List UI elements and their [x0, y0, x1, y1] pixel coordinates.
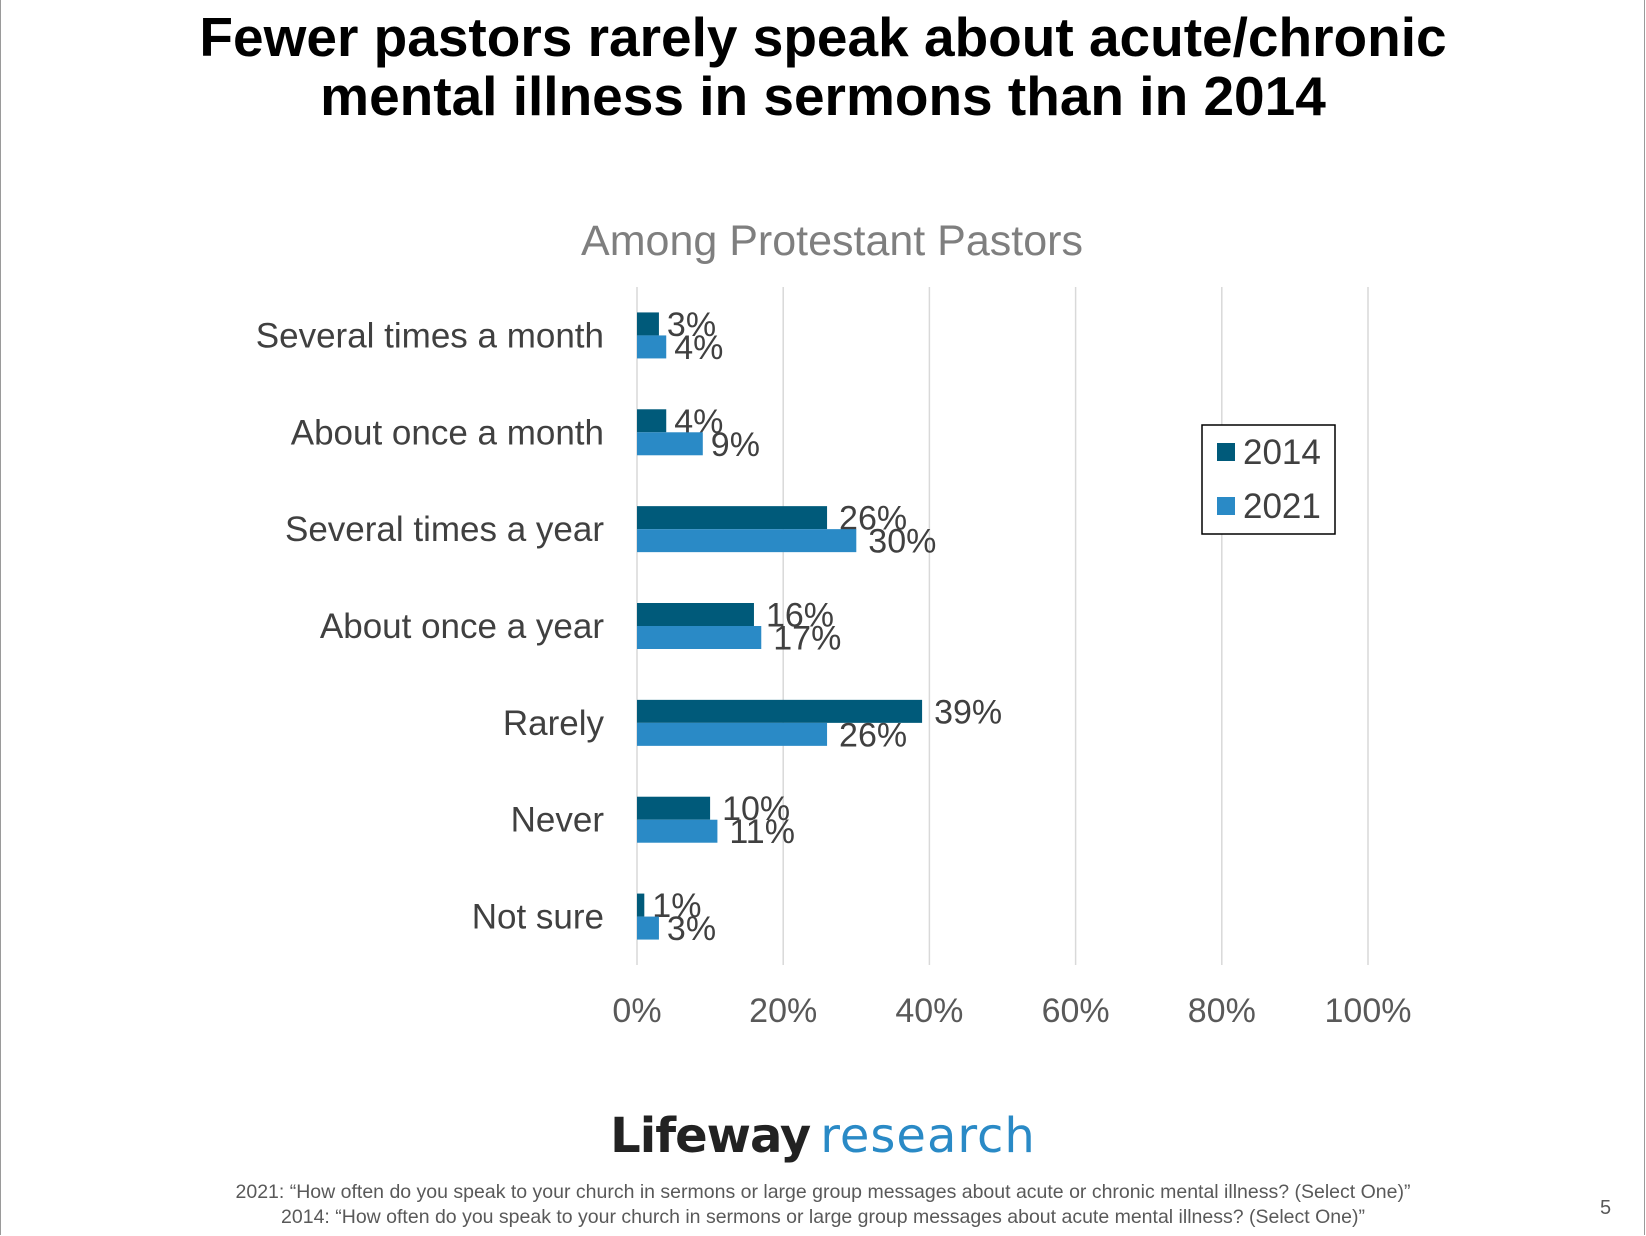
bar-chart: Among Protestant Pastors 0% 20% 40% 60% 80% 10… — [256, 217, 1412, 1030]
category-label: Never — [511, 801, 605, 840]
slide-title-line1: Fewer pastors rarely speak about acute/c… — [199, 6, 1447, 68]
bar-2021 — [637, 916, 659, 940]
legend-swatch-2021 — [1217, 497, 1235, 515]
bar-2014 — [637, 506, 828, 530]
bar-2021 — [637, 529, 857, 553]
slide-title-line2: mental illness in sermons than in 2014 — [320, 65, 1326, 127]
lifeway-research-logo: Lifeway research — [0, 1108, 1646, 1164]
legend-swatch-2014 — [1217, 443, 1235, 461]
bar-2021 — [637, 626, 762, 649]
data-label-2021: 3% — [667, 910, 716, 948]
bar-2014 — [637, 409, 667, 433]
data-label-2021: 9% — [711, 426, 760, 464]
x-tick-label: 20% — [749, 992, 817, 1030]
footnote-2014: 2014: “How often do you speak to your ch… — [281, 1206, 1365, 1228]
bar-2014 — [637, 796, 711, 820]
data-label-2021: 11% — [729, 813, 795, 851]
logo-lifeway: Lifeway — [610, 1108, 811, 1164]
data-label-2014: 3% — [667, 306, 716, 344]
logo-research: research — [820, 1108, 1036, 1164]
bar-2014 — [637, 603, 754, 626]
data-label-2021: 26% — [839, 716, 907, 754]
category-label: Rarely — [503, 704, 605, 743]
bar-2021 — [637, 335, 667, 359]
category-label: Several times a month — [256, 316, 604, 355]
data-label-2021: 30% — [868, 523, 936, 561]
data-label-2014: 1% — [652, 887, 701, 925]
bar-2014 — [637, 312, 659, 336]
x-tick-label: 0% — [612, 992, 661, 1030]
legend-label-2014: 2014 — [1243, 433, 1321, 472]
category-label: About once a year — [320, 607, 604, 646]
slide-title: Fewer pastors rarely speak about acute/c… — [0, 8, 1646, 126]
bar-2021 — [637, 722, 828, 746]
data-label-2014: 16% — [766, 597, 834, 635]
footnote-2021: 2021: “How often do you speak to your ch… — [235, 1181, 1411, 1203]
page-number: 5 — [1600, 1197, 1612, 1219]
data-label-2014: 39% — [934, 693, 1002, 731]
bar-2021 — [637, 819, 718, 843]
legend-label-2021: 2021 — [1243, 487, 1321, 526]
x-tick-label: 100% — [1325, 992, 1412, 1030]
x-tick-label: 80% — [1188, 992, 1256, 1030]
category-label: Several times a year — [285, 510, 604, 549]
bar-2021 — [637, 432, 703, 456]
data-label-2021: 17% — [773, 620, 841, 658]
bar-2014 — [637, 699, 923, 723]
category-label: About once a month — [291, 413, 604, 452]
x-tick-label: 40% — [895, 992, 963, 1030]
chart-title: Among Protestant Pastors — [581, 217, 1083, 265]
data-label-2021: 4% — [674, 329, 723, 367]
bar-2014 — [637, 893, 645, 917]
category-label: Not sure — [472, 898, 604, 937]
data-label-2014: 10% — [722, 790, 790, 828]
x-tick-label: 60% — [1042, 992, 1110, 1030]
